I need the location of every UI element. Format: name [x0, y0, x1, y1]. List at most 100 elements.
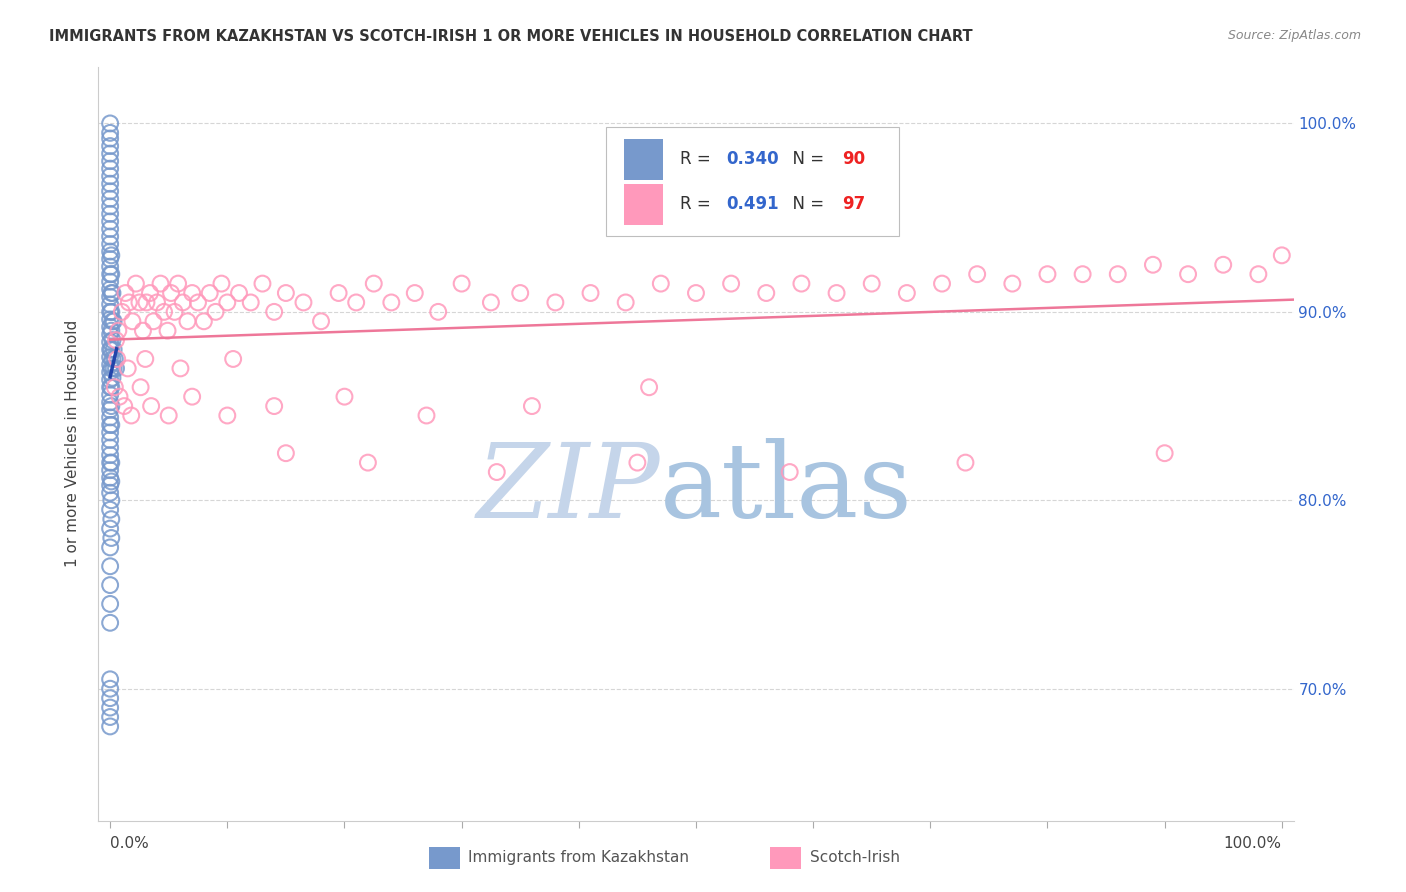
Point [105, 351, 128, 366]
Point [485, 465, 508, 479]
Point [103, 343, 125, 357]
Point [98, 433, 121, 447]
Text: Immigrants from Kazakhstan: Immigrants from Kazakhstan [468, 850, 689, 864]
Point [779, 465, 801, 479]
Point [98, 260, 121, 274]
Point [638, 380, 661, 394]
Point [1153, 446, 1175, 460]
FancyBboxPatch shape [624, 139, 662, 180]
Point [101, 371, 124, 385]
Point [98, 334, 121, 349]
Text: ZIP: ZIP [477, 438, 661, 540]
Point [98, 402, 121, 417]
Point [450, 277, 472, 291]
Point [100, 380, 122, 394]
Point [98, 441, 121, 455]
Point [98, 719, 121, 733]
Point [105, 333, 128, 347]
Point [98, 290, 121, 304]
Point [509, 286, 531, 301]
Point [98, 169, 121, 184]
Point [1001, 277, 1024, 291]
Point [98, 350, 121, 364]
Point [149, 277, 172, 291]
Point [98, 275, 121, 289]
Point [98, 116, 121, 130]
Point [100, 531, 122, 545]
Point [333, 390, 356, 404]
Point [98, 478, 121, 492]
Point [309, 314, 332, 328]
Point [955, 456, 977, 470]
Point [1107, 267, 1129, 281]
Point [98, 199, 121, 213]
Point [98, 380, 121, 394]
Point [104, 351, 127, 366]
Point [204, 305, 226, 319]
Point [100, 305, 122, 319]
Point [626, 456, 648, 470]
Point [98, 425, 121, 440]
Point [98, 559, 121, 574]
Point [357, 456, 380, 470]
Point [650, 277, 672, 291]
Point [98, 327, 121, 342]
Point [100, 267, 122, 281]
Point [263, 399, 285, 413]
Point [966, 267, 988, 281]
Point [98, 410, 121, 425]
Point [1071, 267, 1094, 281]
Point [198, 286, 221, 301]
Point [98, 597, 121, 611]
Point [1271, 248, 1294, 262]
Point [98, 681, 121, 696]
Point [98, 184, 121, 198]
Point [100, 361, 122, 376]
Point [118, 295, 141, 310]
Point [121, 314, 143, 328]
Point [931, 277, 953, 291]
Point [98, 471, 121, 485]
Point [98, 358, 121, 372]
Point [108, 390, 131, 404]
Point [98, 282, 121, 296]
Point [98, 463, 121, 477]
Point [98, 305, 121, 319]
Point [98, 365, 121, 379]
Point [98, 131, 121, 145]
Point [98, 343, 121, 357]
Point [103, 361, 125, 376]
Point [98, 244, 121, 259]
Point [98, 214, 121, 228]
Text: 90: 90 [842, 151, 865, 169]
Point [1142, 258, 1164, 272]
Point [156, 324, 179, 338]
Point [380, 295, 402, 310]
Point [181, 390, 204, 404]
Point [139, 286, 162, 301]
Point [98, 578, 121, 592]
Text: N =: N = [782, 195, 830, 213]
Point [98, 691, 121, 706]
Point [274, 286, 297, 301]
Point [1177, 267, 1199, 281]
Point [98, 456, 121, 470]
Point [101, 286, 124, 301]
Point [135, 295, 157, 310]
Text: 0.340: 0.340 [725, 151, 779, 169]
Point [157, 409, 180, 423]
Point [142, 314, 165, 328]
Point [141, 399, 163, 413]
Point [98, 229, 121, 244]
Text: 100.0%: 100.0% [1223, 836, 1282, 851]
Point [98, 192, 121, 206]
Point [193, 314, 215, 328]
Text: N =: N = [782, 151, 830, 169]
Point [720, 277, 742, 291]
Point [101, 314, 124, 328]
Point [128, 295, 150, 310]
Point [146, 295, 169, 310]
Point [153, 305, 176, 319]
Point [98, 615, 121, 630]
Point [100, 512, 122, 526]
